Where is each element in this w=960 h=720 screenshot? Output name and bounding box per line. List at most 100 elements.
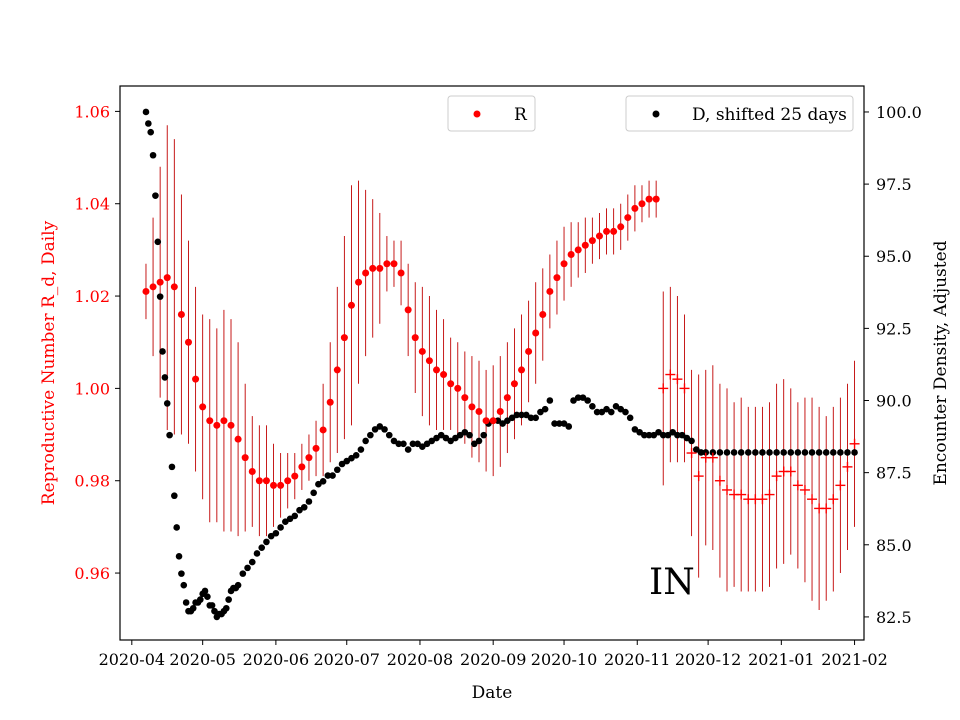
d-point — [244, 564, 251, 572]
d-point — [697, 449, 705, 456]
d-point — [428, 437, 436, 445]
legend-r-label: R — [514, 105, 528, 125]
r-point — [248, 467, 256, 475]
d-point — [527, 414, 535, 422]
d-point — [730, 449, 738, 456]
d-point — [851, 449, 858, 456]
r-point — [482, 417, 490, 425]
r-projected-point — [835, 480, 846, 491]
d-point — [759, 449, 766, 456]
d-point — [565, 423, 573, 430]
d-point — [693, 446, 700, 453]
x-tick-label: 2020-10 — [531, 650, 597, 669]
d-point — [400, 440, 407, 448]
d-point — [456, 431, 464, 439]
d-point — [272, 529, 280, 537]
d-point — [837, 449, 844, 456]
r-point — [163, 274, 171, 282]
d-point — [197, 596, 204, 603]
d-point — [579, 394, 587, 401]
d-point — [258, 544, 266, 551]
y-axis-left: 0.96 0.98 1.00 1.02 1.04 1.06 — [74, 102, 120, 583]
d-point — [395, 440, 403, 448]
y-axis-right: 82.5 85.0 87.5 90.0 92.5 95.0 97.5 100.0 — [864, 103, 922, 627]
d-point — [145, 120, 152, 127]
r-point — [496, 407, 504, 415]
d-point — [159, 348, 166, 355]
d-point — [702, 449, 710, 456]
d-point — [678, 431, 686, 439]
d-point — [513, 411, 521, 419]
d-point — [390, 437, 398, 445]
d-point — [182, 599, 190, 606]
r-projected-point — [792, 480, 803, 491]
d-point — [508, 414, 516, 422]
x-tick-label: 2020-09 — [460, 650, 526, 669]
d-point — [414, 440, 421, 448]
d-point — [208, 602, 216, 609]
r-point — [560, 260, 568, 268]
y-axis-left-label: Reproductive Number R_d, Daily — [39, 220, 59, 505]
r-projected-point — [842, 461, 853, 472]
r-point — [624, 214, 632, 222]
d-point — [574, 394, 582, 401]
r-projected-point — [707, 452, 718, 463]
r-projected-point — [849, 438, 860, 449]
d-point — [333, 466, 341, 474]
y-right-tick-label: 82.5 — [876, 608, 912, 627]
d-point — [376, 423, 384, 430]
d-point — [808, 449, 816, 456]
r-point — [192, 375, 200, 383]
d-point — [659, 431, 667, 439]
d-point — [343, 457, 351, 465]
d-point — [655, 428, 662, 436]
r-point — [404, 306, 412, 314]
d-point — [404, 446, 412, 453]
r-point — [510, 380, 518, 388]
r-projected-point — [658, 383, 669, 394]
x-tick-label: 2020-04 — [99, 650, 165, 669]
series-d-points — [142, 108, 858, 621]
r-projected-point — [672, 374, 683, 385]
r-point — [291, 472, 299, 480]
r-point — [425, 357, 433, 365]
r-point — [631, 204, 639, 212]
d-point — [589, 402, 596, 410]
d-point — [163, 400, 171, 407]
y-axis-right-label: Encounter Density, Adjusted — [931, 240, 951, 485]
r-point — [312, 444, 320, 452]
d-point — [551, 420, 558, 427]
r-point — [340, 334, 348, 342]
r-point — [617, 223, 625, 231]
d-point — [598, 408, 606, 416]
legend-d-label: D, shifted 25 days — [692, 105, 847, 125]
x-tick-label: 2021-02 — [821, 650, 887, 669]
d-point — [766, 449, 773, 456]
d-point — [357, 446, 365, 453]
d-point — [452, 434, 459, 442]
d-point — [385, 431, 393, 439]
d-point — [822, 449, 830, 456]
r-point — [170, 283, 178, 291]
d-point — [310, 489, 317, 497]
r-projected-point — [736, 489, 747, 500]
r-point — [227, 421, 235, 429]
legend-d-frame — [625, 95, 854, 132]
d-point — [737, 449, 745, 456]
r-point — [411, 334, 419, 342]
r-point — [220, 417, 228, 425]
d-point — [161, 374, 169, 381]
d-point — [475, 437, 483, 445]
y-right-tick-label: 92.5 — [876, 319, 912, 338]
r-point — [454, 384, 462, 392]
d-point — [277, 524, 284, 531]
r-point — [255, 477, 263, 485]
d-point — [296, 506, 303, 514]
r-projected-point — [807, 494, 818, 505]
r-projected-point — [799, 484, 810, 495]
d-point — [518, 411, 525, 419]
legend-r: R — [447, 95, 536, 132]
d-point — [617, 405, 625, 413]
d-point — [480, 431, 488, 439]
